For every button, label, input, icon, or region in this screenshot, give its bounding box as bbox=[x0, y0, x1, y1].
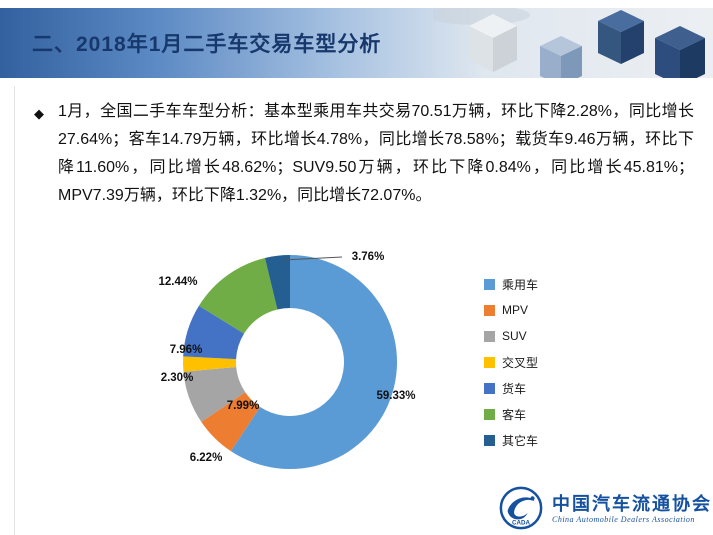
legend-swatch-icon bbox=[484, 408, 495, 420]
slide-header: 二、2018年1月二手车交易车型分析 bbox=[0, 8, 713, 78]
legend-swatch-icon bbox=[484, 382, 495, 394]
data-label-4: 7.96% bbox=[170, 344, 203, 356]
legend-label: 客车 bbox=[502, 407, 527, 422]
cada-emblem-icon: CADA bbox=[499, 486, 543, 530]
legend-label: SUV bbox=[502, 329, 527, 343]
cada-logo: CADA 中国汽车流通协会 China Automobile Dealers A… bbox=[498, 485, 712, 531]
donut-slice-6 bbox=[264, 255, 290, 310]
donut-slice-4 bbox=[183, 305, 245, 360]
legend-item-3: 交叉型 bbox=[484, 349, 538, 375]
legend-swatch-icon bbox=[484, 434, 495, 446]
legend-item-0: 乘用车 bbox=[484, 271, 538, 297]
label-leader-line bbox=[282, 256, 343, 261]
legend-item-1: MPV bbox=[484, 297, 538, 323]
legend-swatch-icon bbox=[484, 330, 495, 342]
data-label-1: 6.22% bbox=[190, 452, 223, 464]
donut-slice-2 bbox=[183, 366, 246, 422]
donut-chart: 59.33% 6.22% 7.99% 2.30% 7.96% 12.44% 3.76% bbox=[158, 251, 416, 469]
legend-label: 交叉型 bbox=[502, 355, 539, 370]
legend-item-4: 货车 bbox=[484, 375, 538, 401]
legend-swatch-icon bbox=[484, 304, 495, 316]
diamond-bullet-icon: ◆ bbox=[34, 106, 44, 121]
legend-label: 其它车 bbox=[502, 433, 539, 448]
donut-slice-3 bbox=[183, 356, 237, 372]
legend-label: 乘用车 bbox=[502, 277, 539, 292]
left-border-line bbox=[14, 86, 15, 535]
data-label-2: 7.99% bbox=[227, 400, 260, 412]
legend-label: MPV bbox=[502, 303, 529, 317]
legend-swatch-icon bbox=[484, 278, 495, 290]
data-label-6: 3.76% bbox=[352, 251, 385, 263]
summary-paragraph: ◆ 1月，全国二手车车型分析：基本型乘用车共交易70.51万辆，环比下降2.28… bbox=[34, 98, 694, 210]
logo-name-cn: 中国汽车流通协会 bbox=[552, 493, 712, 514]
legend-item-2: SUV bbox=[484, 323, 538, 349]
page-title: 二、2018年1月二手车交易车型分析 bbox=[32, 33, 382, 56]
data-label-0: 59.33% bbox=[376, 390, 415, 402]
donut-slice-5 bbox=[198, 257, 278, 334]
legend-label: 货车 bbox=[502, 381, 527, 396]
data-label-5: 12.44% bbox=[158, 276, 197, 288]
legend-swatch-icon bbox=[484, 356, 495, 368]
chart-legend: 乘用车 MPV SUV 交叉型货车客车其它车 bbox=[484, 271, 538, 453]
decorative-cubes-icon bbox=[433, 8, 705, 78]
logo-acronym: CADA bbox=[512, 519, 530, 526]
donut-slice-0 bbox=[230, 255, 398, 469]
data-label-3: 2.30% bbox=[161, 372, 194, 384]
legend-item-5: 客车 bbox=[484, 401, 538, 427]
logo-name-en: China Automobile Dealers Association bbox=[552, 514, 695, 524]
summary-text: 1月，全国二手车车型分析：基本型乘用车共交易70.51万辆，环比下降2.28%，… bbox=[58, 103, 694, 204]
legend-item-6: 其它车 bbox=[484, 427, 538, 453]
donut-slice-1 bbox=[201, 392, 261, 452]
